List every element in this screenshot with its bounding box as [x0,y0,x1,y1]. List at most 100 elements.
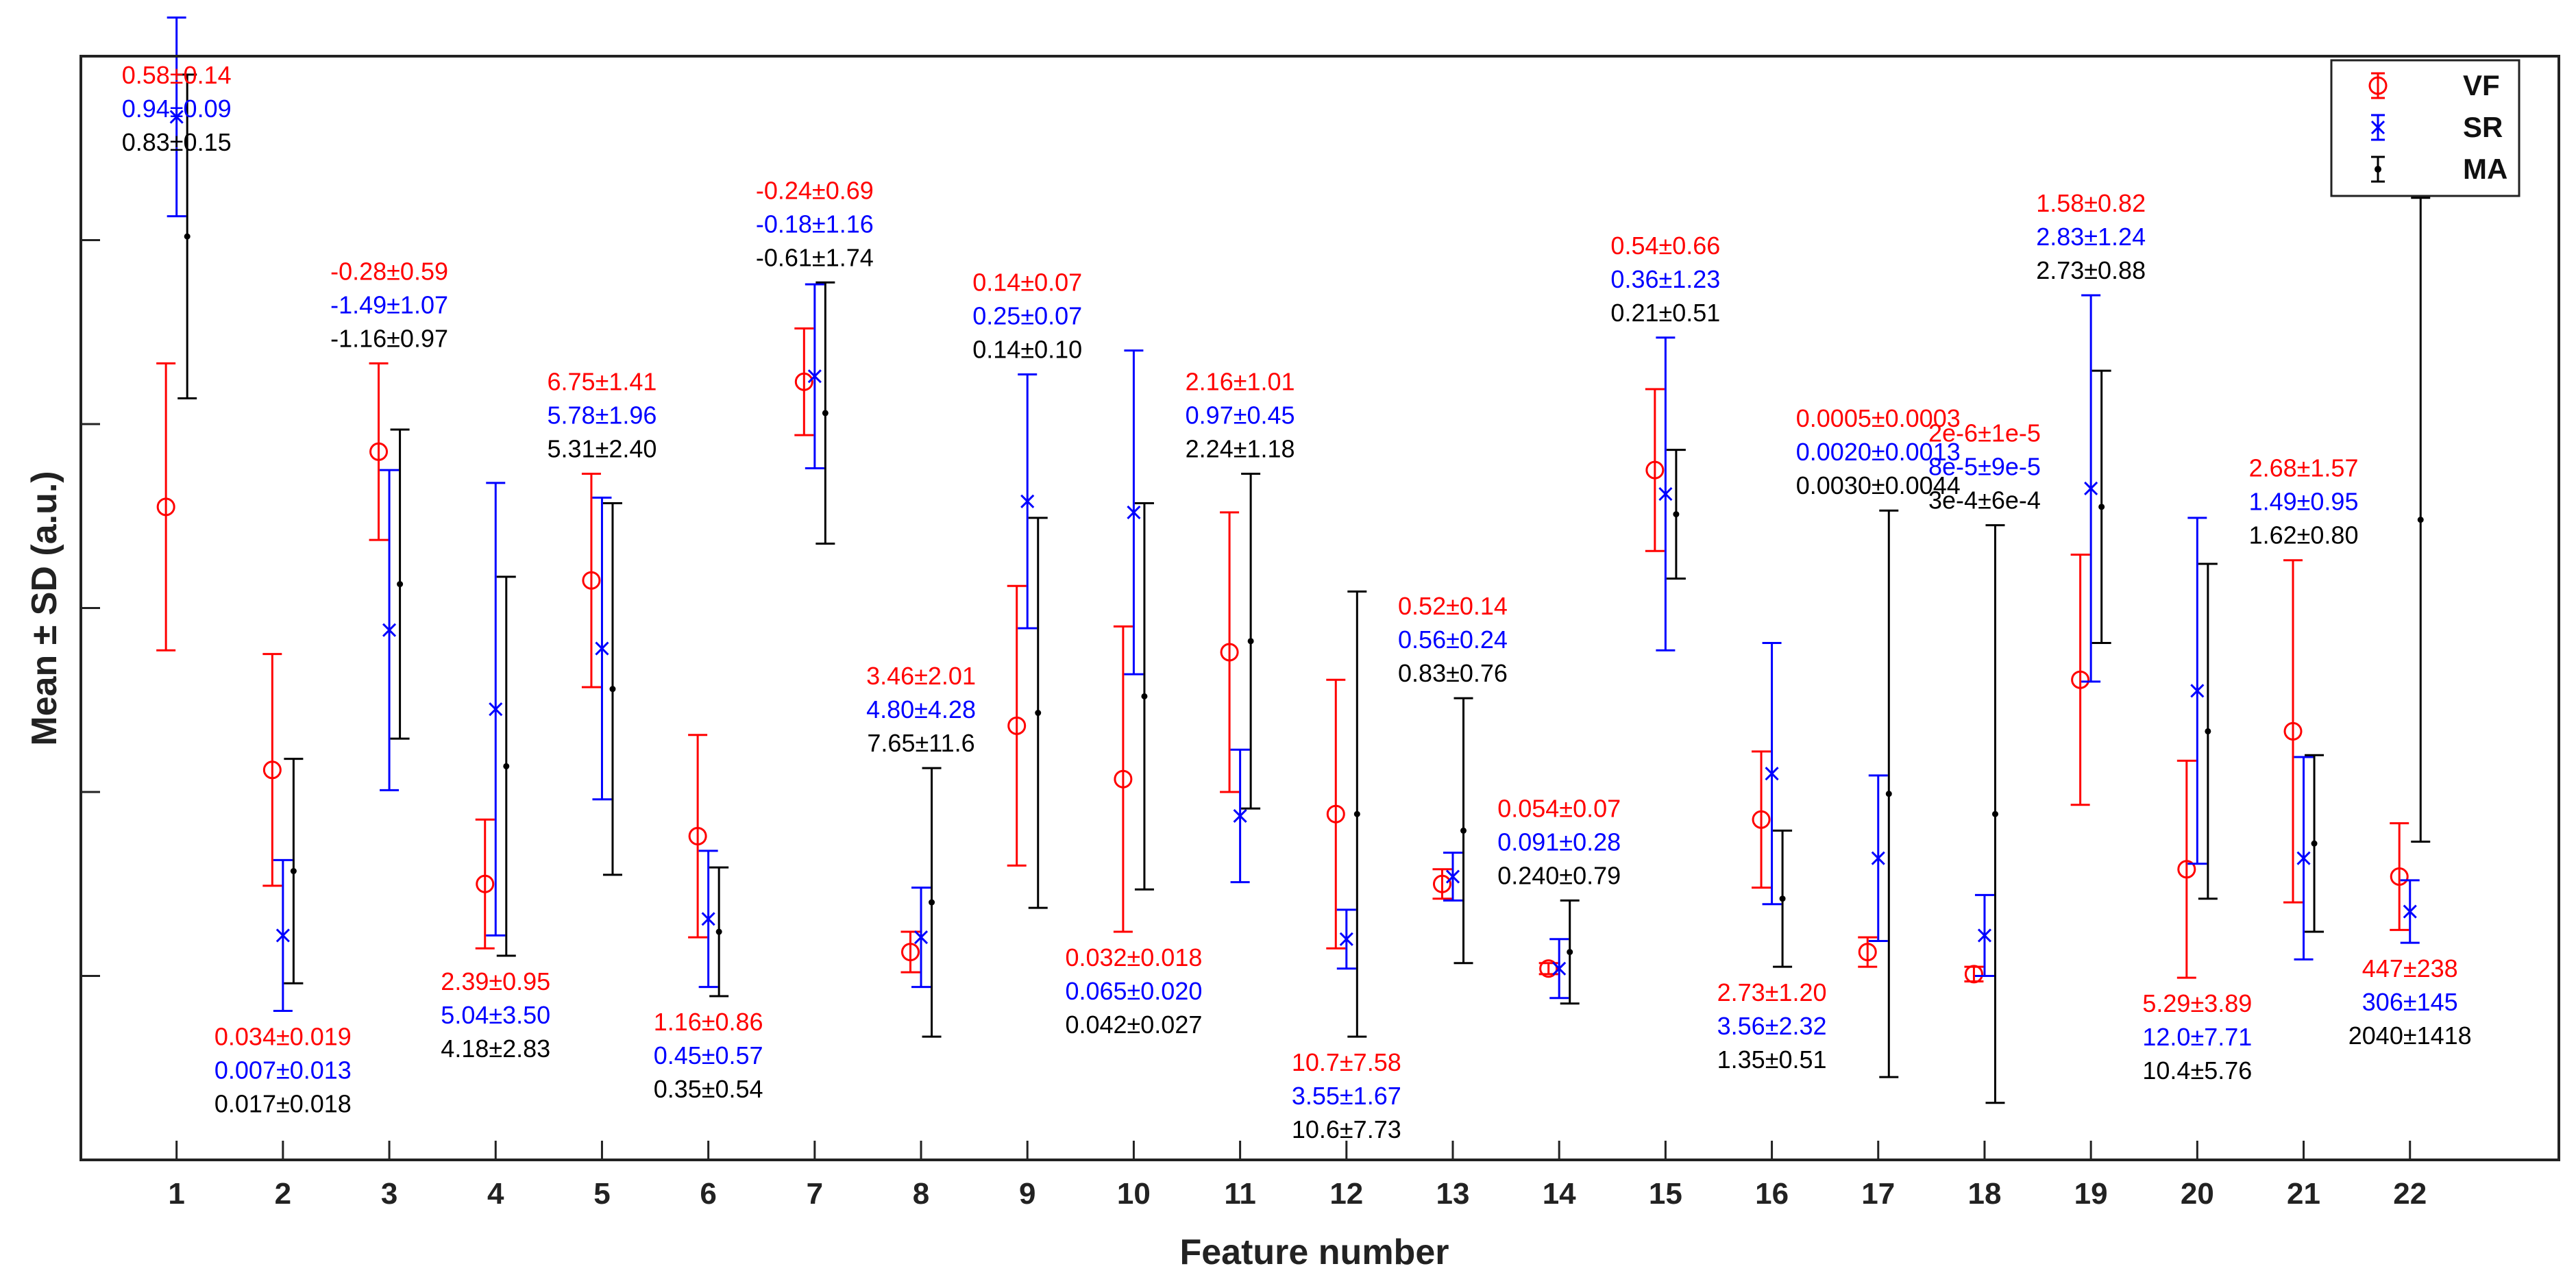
sr-point-16 [1765,767,1779,781]
ma-point-20 [2205,728,2211,734]
legend-vf-marker [2368,76,2388,95]
vf-errorbar-20 [2176,759,2196,979]
annotation-5-vf: 6.75±1.41 [548,367,657,395]
vf-point-2 [262,760,282,780]
annotation-8-sr: 4.80±4.28 [866,695,976,723]
x-tick-label-18: 18 [1967,1177,2001,1211]
annotation-6-ma: 0.35±0.54 [654,1075,763,1103]
x-tick-label-19: 19 [2074,1177,2108,1211]
x-tick-label-10: 10 [1117,1177,1151,1211]
annotation-5-ma: 5.31±2.40 [548,434,657,462]
vf-point-12 [1326,804,1345,823]
x-tick-label-3: 3 [381,1177,397,1211]
annotation-20-ma: 10.4±5.76 [2142,1056,2252,1085]
annotation-14-ma: 0.240±0.79 [1497,861,1621,889]
annotation-21-ma: 1.62±0.80 [2249,521,2359,549]
annotation-22-sr: 306±145 [2362,988,2458,1016]
annotation-6-vf: 1.16±0.86 [654,1008,763,1036]
x-axis-ticks: 1 2 3 4 5 6 7 8 9 10 11 12 13 14 15 16 17 18 19 20 21 22 [168,1141,2427,1211]
annotation-8-vf: 3.46±2.01 [866,662,976,690]
annotation-16-sr: 3.56±2.32 [1717,1012,1827,1040]
annotation-10-ma: 0.042±0.027 [1065,1011,1202,1039]
x-tick-label-5: 5 [593,1177,610,1211]
ma-point-17 [1885,791,1892,797]
x-tick-label-20: 20 [2181,1177,2214,1211]
sr-point-2 [275,928,290,943]
annotation-12-ma: 10.6±7.73 [1292,1115,1401,1143]
annotation-feature-19: 1.58±0.82 2.83±1.24 2.73±0.88 [2036,189,2146,284]
sr-point-19 [2084,481,2098,496]
annotation-9-vf: 0.14±0.07 [972,269,1082,297]
annotation-13-vf: 0.52±0.14 [1398,592,1508,620]
vf-errorbar-17 [1858,936,1878,968]
annotation-1-sr: 0.94±0.09 [122,95,232,123]
annotation-feature-4: 2.39±0.95 5.04±3.50 4.18±2.83 [441,967,550,1063]
annotation-feature-5: 6.75±1.41 5.78±1.96 5.31±2.40 [548,367,657,462]
annotation-13-sr: 0.56±0.24 [1398,626,1508,654]
legend-item-ma: MA [2371,153,2507,185]
vf-errorbar-6 [688,734,708,939]
annotation-4-ma: 4.18±2.83 [441,1035,550,1063]
sr-point-15 [1658,486,1673,501]
annotation-feature-6: 1.16±0.86 0.45±0.57 0.35±0.54 [654,1008,763,1103]
annotation-18-vf: 2e-6±1e-5 [1928,419,2041,447]
value-annotations: 0.58±0.14 0.94±0.09 0.83±0.15 0.034±0.0190.… [122,61,2472,1143]
vf-errorbar-2 [262,653,282,887]
x-tick-label-14: 14 [1543,1177,1576,1211]
sr-point-1 [169,110,184,124]
ma-point-7 [822,410,829,417]
annotation-3-vf: -0.28±0.59 [330,257,448,285]
annotation-feature-16: 2.73±1.20 3.56±2.32 1.35±0.51 [1717,978,1827,1074]
sr-point-14 [1552,961,1567,976]
annotation-5-sr: 5.78±1.96 [548,401,657,429]
annotation-4-sr: 5.04±3.50 [441,1001,550,1029]
x-tick-label-7: 7 [807,1177,823,1211]
x-tick-label-11: 11 [1224,1177,1256,1211]
annotation-19-sr: 2.83±1.24 [2036,223,2146,251]
sr-point-3 [382,623,397,637]
annotation-20-sr: 12.0±7.71 [2142,1023,2252,1051]
annotation-feature-11: 2.16±1.01 0.97±0.45 2.24±1.18 [1186,367,1295,462]
series-sr [167,16,2420,1013]
ma-point-9 [1035,710,1042,717]
annotation-1-vf: 0.58±0.14 [122,61,232,89]
x-tick-label-8: 8 [913,1177,929,1211]
annotation-feature-20: 5.29±3.89 12.0±7.71 10.4±5.76 [2142,989,2252,1085]
vf-point-16 [1752,810,1771,829]
ma-point-16 [1779,895,1786,902]
annotation-1-ma: 0.83±0.15 [122,128,232,156]
sr-point-20 [2190,684,2205,698]
annotation-feature-15: 0.54±0.66 0.36±1.23 0.21±0.51 [1610,232,1720,327]
annotation-14-sr: 0.091±0.28 [1497,828,1621,856]
annotation-12-sr: 3.55±1.67 [1292,1082,1401,1110]
vf-errorbar-1 [156,362,176,652]
x-tick-label-17: 17 [1861,1177,1895,1211]
annotation-3-ma: -1.16±0.97 [330,324,448,352]
annotation-22-vf: 447±238 [2362,954,2458,982]
annotation-14-vf: 0.054±0.07 [1497,794,1621,822]
vf-errorbar-19 [2070,554,2090,806]
annotation-feature-1: 0.58±0.14 0.94±0.09 0.83±0.15 [122,61,232,156]
ma-point-19 [2098,504,2105,510]
x-tick-label-4: 4 [487,1177,504,1211]
x-tick-label-9: 9 [1019,1177,1035,1211]
vf-point-14 [1539,959,1558,978]
annotation-4-vf: 2.39±0.95 [441,967,550,995]
annotation-feature-10: 0.032±0.018 0.065±0.020 0.042±0.027 [1065,943,1202,1039]
vf-errorbar-21 [2283,559,2303,904]
annotation-feature-2: 0.034±0.019 0.007±0.013 0.017±0.018 [214,1023,352,1118]
vf-errorbar-3 [369,362,389,541]
vf-point-19 [2071,670,2090,689]
annotation-feature-22: 447±238 306±145 2040±1418 [2348,954,2472,1050]
legend-sr-label: SR [2463,111,2503,143]
annotation-21-sr: 1.49±0.95 [2249,488,2359,516]
annotation-feature-17: 0.0005±0.0003 0.0020±0.0013 0.0030±0.0044 [1796,404,1961,499]
annotation-11-ma: 2.24±1.18 [1186,434,1295,462]
annotation-6-sr: 0.45±0.57 [654,1041,763,1069]
vf-errorbar-15 [1645,388,1665,552]
annotation-21-vf: 2.68±1.57 [2249,454,2359,482]
x-tick-label-22: 22 [2393,1177,2427,1211]
annotation-7-sr: -0.18±1.16 [756,210,874,238]
annotation-18-ma: 3e-4±6e-4 [1928,486,2041,515]
